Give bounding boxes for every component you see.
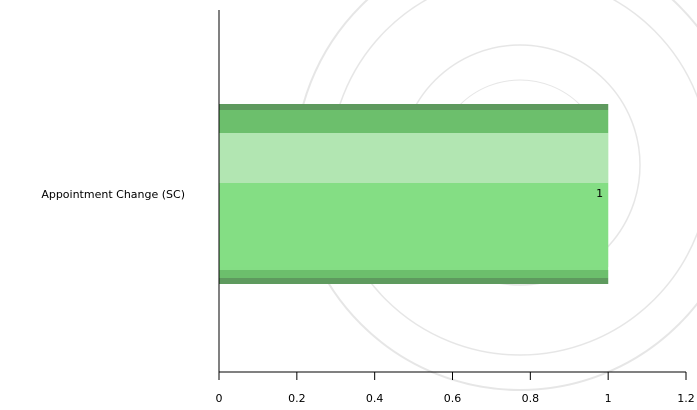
data-label-0: 1 — [596, 187, 603, 200]
x-tick-label-5: 1 — [605, 392, 612, 405]
x-tick-label-0: 0 — [216, 392, 223, 405]
x-tick-label-4: 0.8 — [522, 392, 540, 405]
x-tick-label-1: 0.2 — [288, 392, 306, 405]
axes-layer: 0 0.2 0.4 0.6 0.8 1 1.2 — [216, 10, 695, 405]
bar-highlight — [219, 133, 609, 183]
x-tick-label-6: 1.2 — [677, 392, 695, 405]
labels-layer: 1 Appointment Change (SC) — [41, 187, 603, 201]
bars-layer — [219, 104, 609, 284]
x-tick-label-3: 0.6 — [444, 392, 462, 405]
category-label-0: Appointment Change (SC) — [41, 188, 185, 201]
bar-lower — [219, 183, 609, 267]
bar-bottom-edge — [219, 278, 609, 284]
bar-lower-band — [219, 270, 609, 278]
bar-upper-band — [219, 110, 609, 133]
bar-top-edge — [219, 104, 609, 110]
x-tick-label-2: 0.4 — [366, 392, 384, 405]
bar-0 — [219, 104, 609, 284]
